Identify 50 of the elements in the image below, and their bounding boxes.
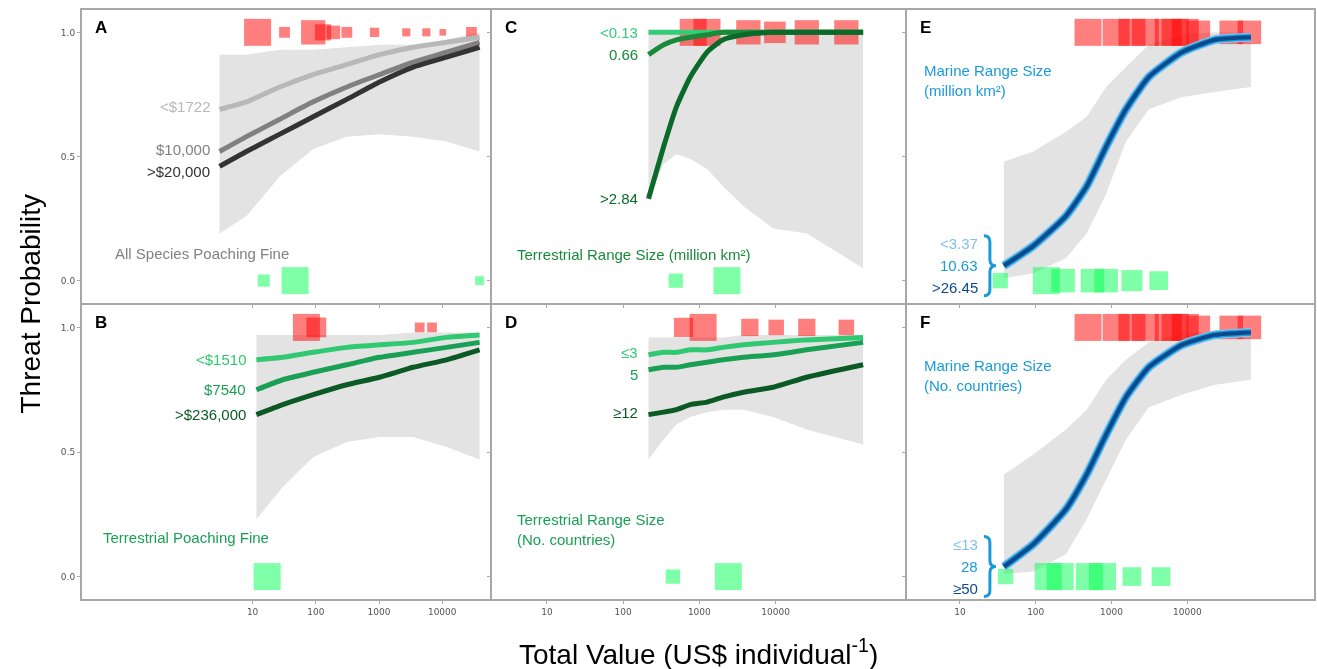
series-label: $7540 [204, 381, 246, 398]
y-tick-label: 1.0 [60, 322, 76, 333]
x-tick-label: 100 [614, 606, 633, 617]
y-axis-title: Threat Probability [14, 194, 46, 414]
x-axis-title: Total Value (US$ individual$^{-1}$) [519, 634, 879, 669]
x-tick-label: 10 [954, 606, 966, 617]
annotation: Marine Range Size (million km²) [924, 62, 1052, 99]
annotation: All Species Poaching Fine [115, 245, 290, 262]
series-label: $10,000 [156, 141, 211, 158]
series-label: >$236,000 [175, 406, 247, 423]
series-label: 10.63 [940, 257, 978, 274]
text: E [920, 18, 932, 37]
series-label: >2.84 [600, 190, 638, 207]
x-tick-label: 10 [541, 606, 553, 617]
annotation: Marine Range Size (No. countries) [924, 357, 1052, 394]
y-tick-label: 1.0 [60, 27, 76, 38]
series-label: ≤13 [953, 536, 978, 553]
y-tick-label: 0.0 [60, 275, 76, 286]
y-tick-label: 0.5 [60, 151, 76, 162]
series-label: 0.66 [609, 46, 639, 63]
y-tick-label: 0.5 [60, 447, 76, 458]
x-tick-label: 10000 [761, 606, 791, 617]
x-tick-label: 1000 [367, 606, 391, 617]
text: B [95, 313, 108, 332]
series-label: ≤3 [621, 344, 638, 361]
x-tick-label: 100 [1027, 606, 1045, 617]
series-label: <3.37 [940, 235, 978, 252]
text: A [95, 18, 108, 37]
y-tick-label: 0.0 [60, 571, 76, 582]
series-label: 5 [630, 366, 639, 383]
x-tick-label: 10 [246, 606, 259, 617]
series-label: ≥12 [613, 404, 638, 421]
annotation: Terrestrial Poaching Fine [103, 529, 269, 546]
x-tick-label: 10000 [1172, 606, 1202, 617]
series-label: ≥50 [953, 580, 978, 597]
annotation: Terrestrial Range Size (No. countries) [517, 511, 665, 548]
series-label: <0.13 [600, 24, 638, 41]
series-label: <$1722 [160, 98, 211, 115]
x-tick-label: 1000 [687, 606, 712, 617]
series-label: >26.45 [932, 279, 979, 296]
series-label: <$1510 [196, 351, 247, 368]
text: C [505, 18, 518, 37]
series-label: 28 [961, 558, 978, 575]
text: D [505, 313, 518, 332]
text: F [920, 313, 931, 332]
annotation: Terrestrial Range Size (million km²) [517, 246, 751, 263]
series-label: >$20,000 [147, 163, 210, 180]
x-tick-label: 100 [307, 606, 325, 617]
x-tick-label: 1000 [1100, 606, 1124, 617]
x-tick-label: 10000 [427, 606, 457, 617]
